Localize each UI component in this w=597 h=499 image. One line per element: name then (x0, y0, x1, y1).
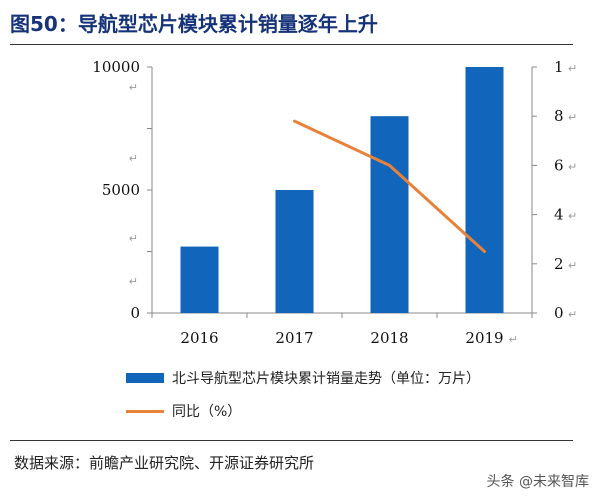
yoy-point (388, 163, 391, 167)
x-category-label: 2016 (180, 329, 218, 347)
legend-item-bar: 北斗导航型芯片模块累计销量走势（单位：万片） (126, 368, 480, 388)
right-tick-label: 2 (554, 255, 564, 273)
x-category-label: 2019 (465, 329, 503, 347)
right-tick-label: 6 (554, 156, 564, 174)
source-note: 数据来源：前瞻产业研究院、开源证券研究所 (14, 454, 315, 472)
bar-2019 (465, 67, 504, 313)
watermark: 头条 @未来智库 (486, 474, 589, 490)
bar-2016 (180, 246, 219, 313)
line-series (293, 119, 486, 253)
return-glyph: ↵ (509, 333, 518, 346)
right-tick-label: 8 (554, 107, 564, 125)
bar-2018 (370, 116, 409, 313)
legend-label-bar: 北斗导航型芯片模块累计销量走势（单位：万片） (172, 371, 480, 387)
return-glyph: ↵ (568, 308, 577, 321)
chart-svg: 0 5000 10000 ↵ ↵ ↵ ↵ 0 ↵ 2 ↵ 4 ↵ 6 ↵ 8 ↵ 1 ↵ 2016 2017 2018 20… (92, 58, 577, 347)
left-tick-label: 0 (130, 304, 140, 322)
return-glyph: ↵ (568, 111, 577, 124)
return-glyph: ↵ (568, 210, 577, 223)
yoy-point (293, 119, 296, 123)
right-tick-label: 0 (554, 304, 564, 322)
footer-divider (10, 440, 573, 441)
chart-title: 图50：导航型芯片模块累计销量逐年上升 (10, 12, 378, 36)
left-tick-label: 5000 (102, 181, 140, 199)
legend-swatch-bar (126, 373, 164, 383)
return-glyph: ↵ (129, 152, 138, 165)
return-glyph: ↵ (129, 81, 138, 94)
return-glyph: ↵ (568, 160, 577, 173)
right-tick-label: 4 (554, 206, 564, 224)
x-category-label: 2017 (275, 329, 313, 347)
left-tick-label: 10000 (92, 58, 140, 76)
return-glyph: ↵ (129, 275, 138, 288)
return-glyph: ↵ (568, 62, 577, 75)
bar-series (180, 67, 504, 313)
legend-item-line: 同比（%） (126, 401, 241, 421)
x-category-label: 2018 (370, 329, 408, 347)
right-tick-label: 1 (554, 58, 564, 76)
return-glyph: ↵ (129, 232, 138, 245)
title-divider (10, 44, 573, 45)
bar-2017 (275, 190, 314, 313)
yoy-point (483, 250, 486, 253)
tick-labels: 0 5000 10000 ↵ ↵ ↵ ↵ 0 ↵ 2 ↵ 4 ↵ 6 ↵ 8 ↵ 1 ↵ 2016 2017 2018 20… (92, 58, 577, 347)
return-glyph: ↵ (568, 259, 577, 272)
legend-swatch-line (126, 409, 164, 413)
legend-label-line: 同比（%） (172, 404, 242, 420)
